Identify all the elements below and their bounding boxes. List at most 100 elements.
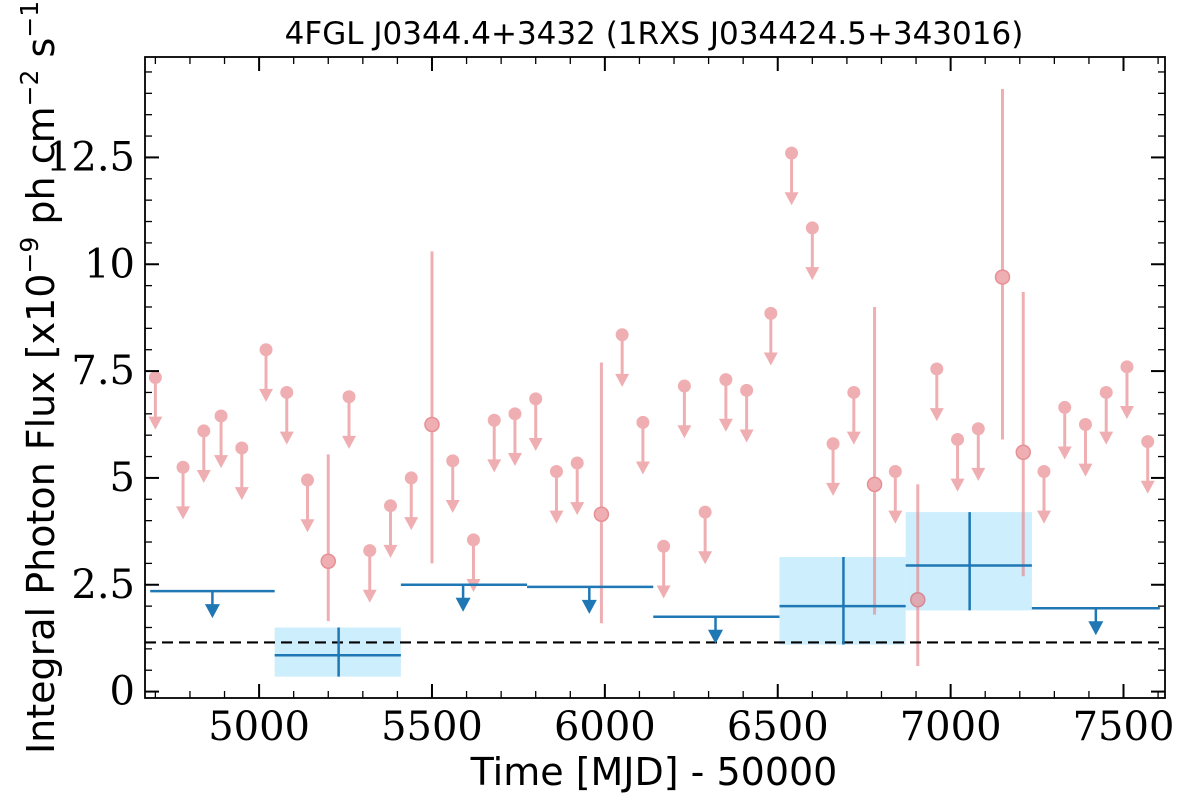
long-bin-upper-limit-arrowhead-0 (204, 604, 220, 619)
short-bin-upper-limit-arrowhead-4 (234, 487, 249, 501)
short-bin-upper-limit-point-6 (280, 385, 294, 399)
short-bin-upper-limit-27 (784, 146, 799, 206)
short-bin-upper-limit-point-11 (404, 471, 418, 485)
short-bin-upper-limit-2 (196, 424, 211, 484)
short-bin-upper-limit-arrowhead-7 (300, 519, 315, 533)
short-bin-upper-limit-12 (445, 454, 460, 513)
short-bin-upper-limit-21 (656, 539, 671, 599)
short-bin-upper-limit-arrowhead-9 (362, 589, 377, 603)
short-bin-upper-limit-8 (342, 390, 356, 449)
plot-frame (144, 56, 1166, 699)
short-bin-upper-limit-point-19 (615, 328, 629, 342)
short-bin-upper-limit-15 (507, 407, 522, 466)
short-bin-upper-limit-arrowhead-28 (805, 267, 820, 281)
short-bin-upper-limit-arrowhead-23 (698, 551, 713, 565)
short-bin-upper-limit-point-16 (529, 392, 543, 406)
short-bin-upper-limit-point-3 (214, 409, 228, 423)
short-bin-upper-limit-arrowhead-11 (404, 517, 419, 531)
short-bin-upper-limit-38 (1099, 385, 1114, 445)
short-bin-upper-limit-16 (528, 392, 543, 452)
short-bin-upper-limit-22 (677, 379, 692, 439)
short-bin-upper-limit-point-2 (197, 424, 211, 438)
long-bin-upper-limit-arrowhead-1 (455, 597, 471, 612)
short-bin-upper-limit-3 (214, 409, 229, 469)
short-bin-upper-limit-point-15 (508, 407, 522, 421)
short-bin-upper-limit-arrowhead-1 (176, 506, 191, 520)
short-bin-upper-limit-arrowhead-17 (549, 510, 564, 524)
short-bin-upper-limit-29 (826, 437, 841, 496)
short-bin-upper-limit-arrowhead-35 (1036, 510, 1051, 524)
short-bin-upper-limit-14 (487, 413, 502, 473)
short-bin-upper-limit-arrowhead-8 (342, 435, 356, 449)
short-bin-upper-limit-point-18 (570, 456, 584, 470)
short-bin-upper-limit-5 (259, 343, 274, 402)
short-bin-upper-limit-arrowhead-27 (784, 192, 799, 206)
short-bin-upper-limit-point-40 (1141, 435, 1155, 449)
short-bin-upper-limit-40 (1140, 435, 1155, 494)
short-bin-upper-limit-arrowhead-33 (950, 478, 965, 492)
short-bin-upper-limit-arrowhead-15 (507, 452, 522, 466)
short-bin-upper-limit-4 (234, 441, 249, 501)
short-bin-upper-limit-arrowhead-3 (214, 455, 229, 469)
short-bin-upper-limit-7 (300, 473, 315, 533)
short-bin-upper-limit-31 (888, 465, 903, 524)
short-bin-upper-limit-point-12 (446, 454, 460, 468)
short-bin-upper-limit-arrowhead-34 (971, 467, 986, 481)
axes: 5000 5500 6000 6500 7000 7500 0 2.5 5 7.5 10 12.5 (46, 56, 1175, 750)
short-bin-upper-limit-26 (763, 306, 778, 366)
short-bin-upper-limit-35 (1036, 465, 1051, 524)
short-bin-upper-limit-11 (404, 471, 419, 531)
short-bin-upper-limit-point-35 (1037, 465, 1051, 479)
short-bin-upper-limit-36 (1057, 400, 1072, 460)
short-bin-point-3 (866, 476, 883, 493)
short-bin-upper-limit-point-39 (1120, 360, 1134, 374)
short-bin-upper-limit-19 (615, 328, 630, 387)
short-bin-upper-limit-point-24 (719, 373, 733, 387)
short-bin-upper-limit-28 (805, 221, 820, 281)
short-bin-upper-limit-arrowhead-24 (718, 418, 733, 432)
short-bin-upper-limit-arrowhead-31 (888, 510, 903, 524)
x-tick-label-4: 7000 (900, 704, 1002, 750)
y-axis-label-exponent-3: −1 (15, 1, 44, 38)
short-bin-point-0 (320, 553, 337, 570)
short-bin-upper-limit-17 (549, 465, 564, 524)
short-bin-upper-limit-10 (383, 499, 398, 558)
short-bin-upper-limit-18 (570, 456, 585, 516)
long-bin-upper-limit-arrowhead-3 (708, 629, 724, 644)
y-axis-label: Integral Photon Flux [x10−9 ph cm−2 s−1] (15, 0, 63, 754)
short-bin-upper-limit-point-22 (677, 379, 691, 393)
short-bin-upper-limit-point-26 (764, 306, 778, 320)
short-bin-upper-limit-arrowhead-40 (1140, 480, 1155, 494)
short-bin-upper-limit-30 (846, 385, 861, 445)
short-bin-upper-limit-point-31 (888, 465, 902, 479)
short-bin-upper-limit-point-21 (657, 539, 671, 553)
short-bin-upper-limit-point-29 (826, 437, 840, 451)
short-bin-upper-limit-point-14 (487, 413, 501, 427)
short-bin-upper-limit-point-13 (466, 533, 480, 547)
short-bin-upper-limit-point-27 (785, 146, 799, 160)
x-tick-label-0: 5000 (208, 704, 310, 750)
short-bin-upper-limit-0 (148, 371, 163, 430)
short-bin-upper-limit-arrowhead-38 (1099, 431, 1114, 445)
short-bin-detection-0 (320, 454, 337, 622)
x-axis-label: Time [MJD] - 50000 (470, 750, 838, 794)
short-bin-upper-limit-point-0 (148, 371, 162, 384)
short-bin-upper-limit-arrowhead-21 (656, 585, 671, 599)
short-bin-upper-limit-6 (279, 385, 294, 445)
short-bin-upper-limit-32 (929, 362, 944, 422)
y-tick-label-3: 7.5 (71, 348, 135, 394)
short-bin-upper-limit-point-30 (847, 385, 861, 399)
short-bin-upper-limit-point-34 (971, 422, 985, 436)
short-bin-upper-limit-1 (176, 460, 191, 520)
short-bin-upper-limit-arrowhead-16 (528, 438, 543, 452)
short-bin-upper-limit-arrowhead-26 (763, 352, 778, 366)
x-tick-label-3: 6500 (727, 704, 829, 750)
y-axis-label-mid-2: s (19, 38, 63, 70)
short-bin-upper-limit-arrowhead-25 (739, 429, 754, 443)
short-bin-upper-limit-point-36 (1058, 400, 1072, 414)
y-tick-label-2: 5 (110, 455, 135, 501)
short-bin-upper-limit-point-23 (698, 505, 712, 519)
short-bin-upper-limit-point-5 (259, 343, 273, 357)
x-tick-label-5: 7500 (1073, 704, 1175, 750)
